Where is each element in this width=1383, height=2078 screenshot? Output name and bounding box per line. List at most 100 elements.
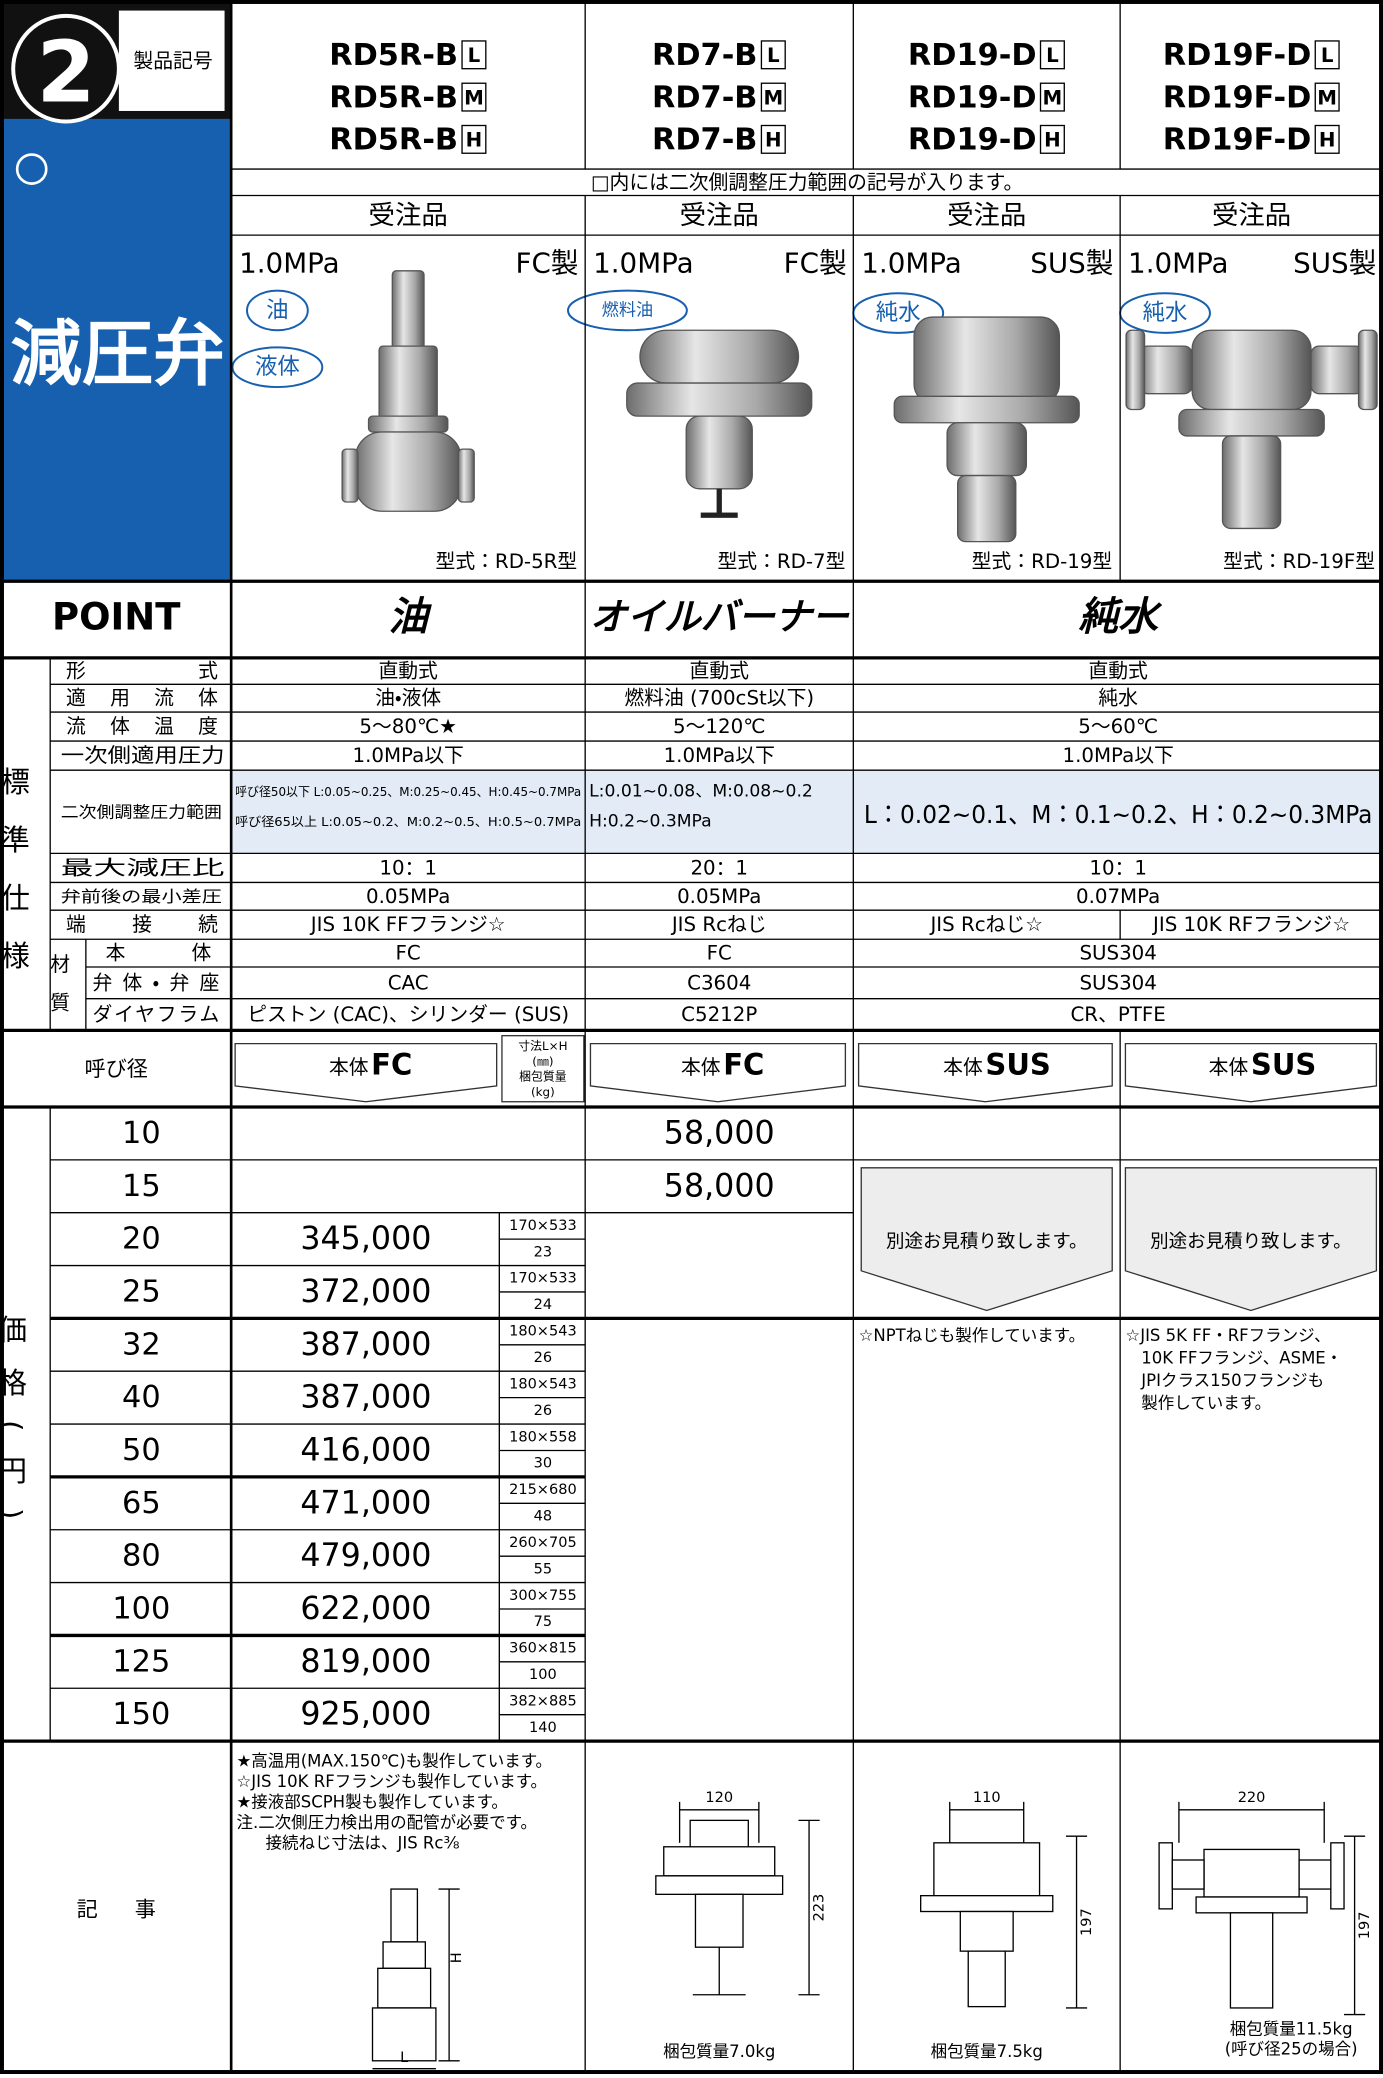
dim-head: (㎜): [532, 1054, 553, 1068]
product-photo: [1125, 329, 1146, 411]
pressure: 1.0MPa: [593, 246, 694, 279]
price: 925,000: [300, 1697, 431, 1733]
model-code: RD19-D: [908, 38, 1037, 73]
spec-value: 0.07MPa: [1076, 885, 1160, 908]
drawing-dim: L: [400, 2050, 409, 2066]
package-weight: 26: [534, 1350, 552, 1366]
dimension: 180×543: [509, 1376, 577, 1392]
spec-label: 二次側調整圧力範囲: [61, 802, 222, 821]
price-side-label: 価格(円): [0, 1314, 28, 1543]
head-prefix: 本体: [943, 1056, 983, 1079]
spec-value: 5～80℃★: [359, 715, 457, 738]
model-suffix: M: [1317, 86, 1337, 109]
product-photo: [391, 270, 425, 351]
label-panel: [118, 10, 225, 111]
badge-circle: [11, 13, 121, 124]
product-photo: [354, 431, 462, 512]
suffix-box: [1314, 82, 1340, 112]
badge-number: 2: [37, 24, 96, 122]
dimension: 170×533: [509, 1218, 577, 1234]
spec-value: JIS Rcねじ: [670, 913, 767, 936]
model-suffix: H: [466, 129, 483, 152]
model-suffix: M: [1043, 86, 1063, 109]
spec-value: 呼び径50以下 L:0.05~0.25、M:0.25~0.45、H:0.45~0…: [235, 784, 581, 799]
material-row-label: ダイヤフラム: [92, 1003, 219, 1026]
fluid-label: 油: [266, 297, 288, 323]
price: 387,000: [300, 1327, 431, 1363]
drawing-part: [1195, 1896, 1308, 1914]
model-code: RD19F-D: [1163, 38, 1312, 73]
drawing-dim: H: [449, 1952, 465, 1963]
model-code: RD19F-D: [1163, 123, 1312, 158]
spec-value: 油・液体: [375, 687, 441, 710]
nominal-size: 65: [122, 1486, 161, 1521]
drawing-part: [390, 1888, 419, 1943]
spec-value: 20：1: [690, 856, 748, 879]
point-item: 純水: [1079, 594, 1164, 640]
spec-side-label: 標準仕様: [0, 766, 30, 999]
spec-value: JIS Rcねじ☆: [928, 913, 1043, 936]
column-head: [857, 1042, 1113, 1103]
model-code: RD19-D: [908, 123, 1037, 158]
dimension: 180×543: [509, 1324, 577, 1340]
pressure: 1.0MPa: [861, 246, 962, 279]
suffix-box: [760, 40, 786, 70]
drawing-part: [689, 1819, 749, 1851]
spec-value: 5～120℃: [673, 715, 765, 738]
drawing-weight: 梱包質量11.5kg: [1230, 2020, 1353, 2039]
order-status: 受注品: [369, 200, 448, 231]
nominal-size: 100: [112, 1592, 170, 1627]
model-suffix: H: [765, 129, 782, 152]
category-icon: [15, 153, 48, 185]
suffix-box: [760, 124, 786, 154]
dim-head: (kg): [531, 1085, 555, 1099]
model-code: RD7-B: [652, 80, 757, 115]
pressure: 1.0MPa: [239, 246, 340, 279]
price-note: 10K FFフランジ、ASME・: [1141, 1349, 1342, 1368]
model-suffix: L: [767, 44, 780, 67]
product-photo: [378, 345, 438, 420]
dim-head: 梱包質量: [519, 1070, 567, 1084]
price-note: ☆JIS 5K FF・RFフランジ、: [1125, 1326, 1330, 1345]
body-material: FC製: [516, 246, 579, 279]
point-label: POINT: [52, 595, 181, 638]
drawing-part: [967, 1950, 1006, 2008]
product-photo: [1357, 329, 1378, 411]
drawing-part: [1330, 1842, 1345, 1910]
dimension: 180×558: [509, 1429, 577, 1445]
nominal-size: 150: [112, 1697, 170, 1732]
price-note: JPIクラス150フランジも: [1140, 1371, 1324, 1390]
drawing-dim: 197: [1079, 1908, 1095, 1936]
head-material: SUS: [1251, 1048, 1316, 1082]
model-suffix: L: [1321, 44, 1334, 67]
drawing-part: [377, 1967, 432, 2009]
drawing-part: [920, 1895, 1054, 1913]
drawing-part: [1203, 1848, 1300, 1898]
remark-note: ★接液部SCPH製も製作しています。: [236, 1792, 507, 1811]
product-photo: [913, 316, 1061, 404]
nominal-size: 32: [122, 1327, 161, 1362]
model-suffix: M: [763, 86, 783, 109]
price: 387,000: [300, 1380, 431, 1416]
model-suffix: H: [1044, 129, 1061, 152]
price-note: 製作しています。: [1141, 1393, 1271, 1412]
head-prefix: 本体: [329, 1056, 369, 1079]
drawing-part: [1158, 1842, 1173, 1910]
model-type: 型式：RD-5R型: [436, 550, 578, 573]
head-prefix: 本体: [1209, 1056, 1249, 1079]
material-row-label: 弁体・弁座: [92, 971, 219, 994]
spec-value: 0.05MPa: [677, 885, 761, 908]
column-head: [234, 1042, 498, 1103]
product-photo: [946, 422, 1028, 477]
spec-value: ピストン (CAC)、シリンダー (SUS): [247, 1003, 569, 1026]
price: 58,000: [664, 1168, 775, 1204]
fluid-label: 純水: [1143, 300, 1188, 326]
nominal-size: 40: [122, 1380, 161, 1415]
nominal-size: 15: [122, 1169, 161, 1204]
fluid-label: 純水: [876, 300, 921, 326]
suffix-box: [461, 124, 487, 154]
remark-note: ★高温用(MAX.150℃)も製作しています。: [236, 1751, 552, 1770]
dimension: 170×533: [509, 1271, 577, 1287]
price-note: ☆NPTねじも製作しています。: [859, 1326, 1086, 1345]
drawing-part: [694, 1893, 744, 1948]
